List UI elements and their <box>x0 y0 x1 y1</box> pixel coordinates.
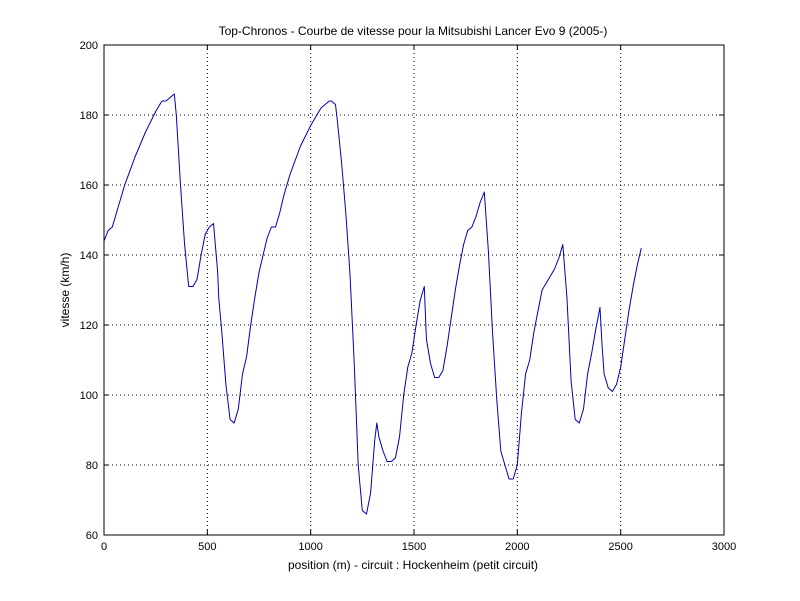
y-tick-label: 60 <box>86 530 98 542</box>
y-tick-label: 200 <box>80 40 98 52</box>
x-tick-label: 500 <box>198 541 216 553</box>
y-tick-label: 120 <box>80 320 98 332</box>
x-tick-label: 0 <box>101 541 107 553</box>
y-tick-label: 80 <box>86 460 98 472</box>
y-tick-label: 160 <box>80 180 98 192</box>
ticks: 0 500 1000 1500 2000 2500 3000 60 80 100 120 140 160… <box>80 40 737 553</box>
y-axis-label: vitesse (km/h) <box>58 253 72 328</box>
x-tick-label: 3000 <box>712 541 736 553</box>
speed-series-line <box>103 93 642 515</box>
y-tick-label: 140 <box>80 250 98 262</box>
x-tick-label: 1500 <box>402 541 426 553</box>
series-layer <box>103 93 642 515</box>
x-axis-label: position (m) - circuit : Hockenheim (pet… <box>288 558 538 572</box>
grid <box>104 45 724 535</box>
x-tick-label: 2500 <box>608 541 632 553</box>
y-tick-label: 180 <box>80 110 98 122</box>
y-tick-label: 100 <box>80 390 98 402</box>
x-tick-label: 2000 <box>505 541 529 553</box>
chart-title: Top-Chronos - Courbe de vitesse pour la … <box>219 24 608 38</box>
x-tick-label: 1000 <box>298 541 322 553</box>
